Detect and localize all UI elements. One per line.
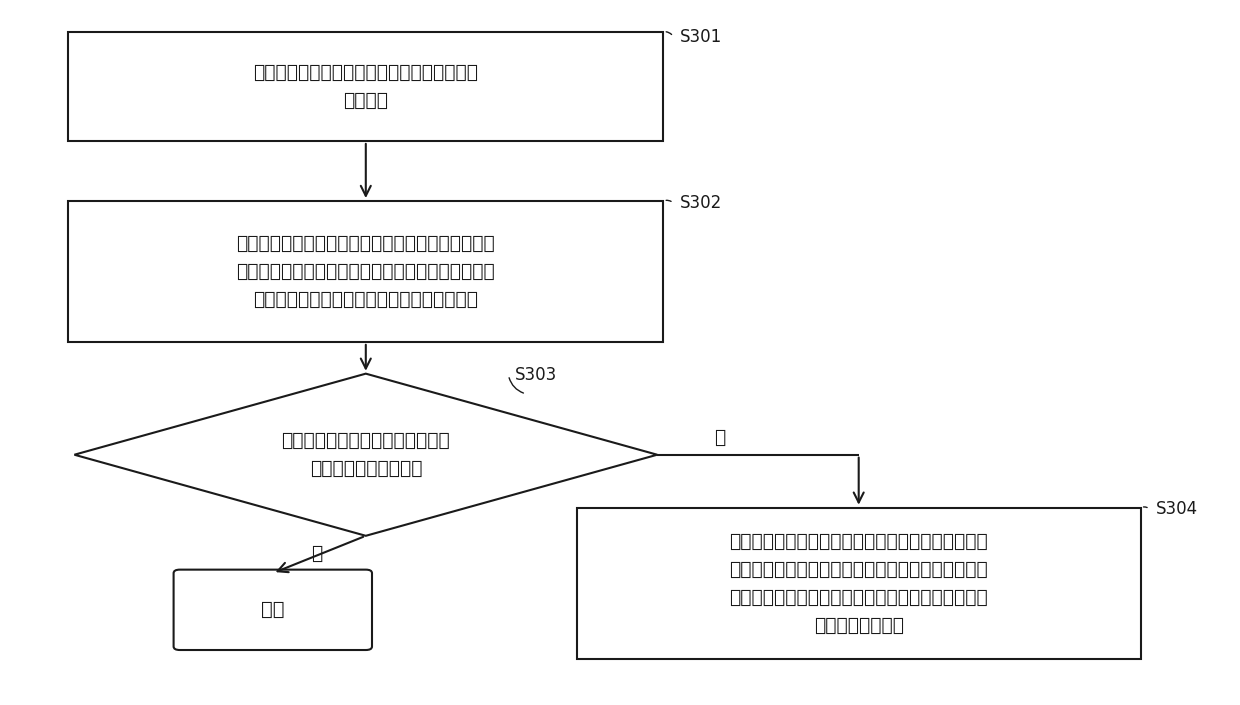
Bar	[577, 508, 1141, 659]
Bar	[68, 32, 663, 141]
Polygon shape	[74, 374, 657, 536]
Text: 按照待烧录芯片专用的烧录时序向烧录治具发送读请
求，所述读请求包括所述烧录地址，以使所述烧录治
具根据所述读请求从所述待烧录芯片读取数据: 按照待烧录芯片专用的烧录时序向烧录治具发送读请 求，所述读请求包括所述烧录地址，…	[237, 234, 495, 309]
FancyBboxPatch shape	[174, 570, 372, 650]
Text: 结束: 结束	[262, 601, 284, 619]
Text: 解析烧录文件，得到待烧录芯片的烧录地址和
烧录数据: 解析烧录文件，得到待烧录芯片的烧录地址和 烧录数据	[253, 63, 479, 110]
Text: S302: S302	[680, 194, 722, 212]
Text: 是: 是	[310, 544, 322, 563]
Text: 判断所述烧录治具反馈回的数据与
所述烧录数据是否一致: 判断所述烧录治具反馈回的数据与 所述烧录数据是否一致	[281, 431, 450, 478]
Text: 否: 否	[713, 428, 725, 446]
Text: S301: S301	[680, 27, 722, 46]
Text: S303: S303	[515, 366, 557, 384]
Bar	[68, 201, 663, 342]
Text: 按照待烧录芯片专用的烧录时序向烧录治具发送写请
求，所述写请求包括所述烧录地址和所述烧录数据，
以使烧录治具将所述烧录数据按照所述烧录地址烧录
到所述待烧录芯片: 按照待烧录芯片专用的烧录时序向烧录治具发送写请 求，所述写请求包括所述烧录地址和…	[729, 532, 988, 635]
Text: S304: S304	[1156, 500, 1198, 518]
